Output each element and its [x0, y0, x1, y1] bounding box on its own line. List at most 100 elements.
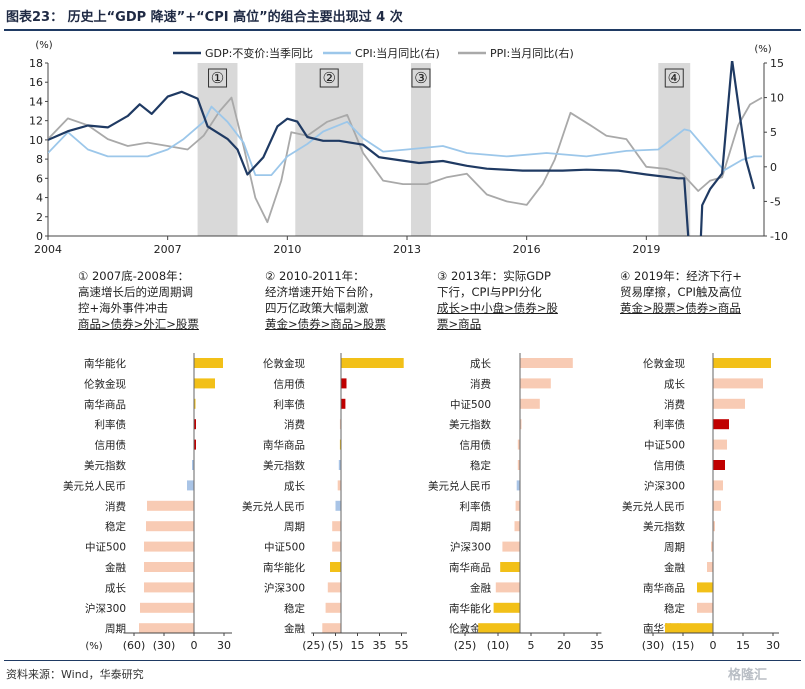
p1-bar	[140, 602, 194, 613]
x-tick-label: 2013	[393, 243, 421, 256]
source-note: 资料来源：Wind，华泰研究	[6, 668, 144, 681]
annotation-3: ③ 2013年：实际GDP 下行，CPI与PPI分化 成长>中小盘>债券>股 票…	[437, 268, 558, 332]
annotation-4-line-2: 贸易摩擦，CPI触及高位	[620, 285, 742, 299]
p4-category-label: 伦敦金现	[643, 357, 685, 370]
p4-bar	[665, 623, 713, 634]
p2-value-tick-label: (5)	[328, 639, 344, 652]
p3-bar	[515, 500, 520, 511]
p1-bar	[139, 623, 194, 634]
p3-bar	[495, 582, 520, 593]
left-tick-label: 4	[36, 192, 43, 205]
x-tick-label: 2010	[273, 243, 301, 256]
period-shade-1	[197, 63, 238, 236]
p2-bar	[332, 521, 341, 532]
p4-category-label: 周期	[664, 542, 685, 554]
period-label-box-1	[208, 68, 228, 88]
p4-category-label: 利率债	[654, 418, 686, 431]
x-tick-label: 2016	[513, 243, 541, 256]
legend-label-2: CPI:当月同比(右)	[355, 46, 440, 60]
period-label-2: ②	[322, 69, 335, 87]
p3-bar	[520, 358, 573, 368]
right-tick-label: 10	[770, 92, 784, 105]
p3-bar	[520, 378, 551, 389]
p3-category-label: 利率债	[460, 500, 492, 513]
p2-category-label: 沪深300	[264, 581, 305, 594]
left-tick-label: 2	[36, 211, 43, 224]
p4-category-label: 成长	[664, 378, 685, 390]
p3-category-label: 南华能化	[449, 602, 491, 615]
p2-bar	[337, 480, 341, 491]
p2-value-tick-label: (25)	[302, 639, 325, 652]
p3-bar	[517, 460, 520, 470]
p1-bar	[194, 419, 196, 430]
cpi-line	[48, 105, 762, 176]
p2-bar	[341, 398, 346, 409]
p1-category-label: 周期	[105, 623, 126, 635]
p3-category-label: 成长	[470, 358, 491, 370]
p1-bar	[147, 500, 194, 511]
ppi-line	[48, 96, 763, 224]
p1-bar	[192, 460, 194, 470]
p3-category-label: 沪深300	[450, 541, 491, 554]
footer-rule	[4, 660, 801, 661]
p1-value-tick-label: 30	[217, 639, 231, 652]
p1-bar	[146, 521, 194, 532]
p1-value-tick-label: (60)	[123, 639, 146, 652]
p4-bar	[713, 419, 729, 430]
p1-category-label: 稳定	[105, 520, 126, 533]
p1-bar	[194, 439, 196, 450]
p3-bar	[517, 439, 520, 450]
p4-bar	[697, 582, 713, 593]
p3-value-tick-label: (10)	[487, 639, 510, 652]
p2-category-label: 伦敦金现	[263, 357, 305, 370]
p3-bar	[478, 623, 520, 634]
period-shade-2	[295, 63, 364, 236]
p4-bar	[713, 358, 771, 368]
p4-category-label: 金融	[664, 561, 685, 574]
p3-category-label: 金融	[470, 581, 491, 594]
p4-category-label: 沪深300	[644, 479, 685, 492]
p4-category-label: 南华商品	[643, 581, 685, 594]
figure-title: 图表23： 历史上“GDP 降速”+“CPI 高位”的组合主要出现过 4 次	[6, 10, 403, 25]
p2-bar	[330, 562, 341, 572]
p3-category-label: 南华商品	[449, 561, 491, 574]
p2-category-label: 美元指数	[263, 459, 305, 472]
p2-category-label: 南华商品	[263, 439, 305, 452]
p3-bar	[516, 480, 520, 491]
p2-category-label: 南华能化	[263, 561, 305, 574]
p2-bar	[335, 500, 341, 511]
annotation-4-ranking: 黄金>股票>债券>商品	[620, 301, 741, 315]
annotation-2-line-2: 经济增速开始下台阶，	[265, 285, 380, 299]
p2-category-label: 美元兑人民币	[242, 500, 305, 513]
p2-value-tick-label: 55	[395, 639, 409, 652]
right-tick-label: 15	[770, 57, 784, 70]
p2-category-label: 金融	[284, 622, 305, 635]
p4-bar	[707, 562, 713, 572]
p2-category-label: 中证500	[264, 541, 305, 554]
p3-value-tick-label: (25)	[454, 639, 477, 652]
x-tick-label: 2004	[34, 243, 62, 256]
p3-value-tick-label: 35	[590, 639, 604, 652]
p3-value-tick-label: 5	[528, 639, 535, 652]
p1-category-label: 沪深300	[85, 602, 126, 615]
p3-bar	[500, 562, 520, 572]
annotation-4: ④ 2019年：经济下行+ 贸易摩擦，CPI触及高位 黄金>股票>债券>商品	[620, 268, 742, 316]
p1-category-label: 美元兑人民币	[63, 479, 126, 492]
p1-value-tick-label: (30)	[153, 639, 176, 652]
p1-bar	[194, 378, 215, 389]
left-tick-label: 0	[36, 230, 43, 243]
annotation-1-line-3: 控+海外事件冲击	[78, 301, 169, 315]
p1-category-label: 利率债	[95, 418, 127, 431]
p1-category-label: 中证500	[85, 541, 126, 554]
p1-category-label: 美元指数	[84, 459, 126, 472]
title-rule	[4, 29, 801, 31]
p4-value-tick-label: (30)	[642, 639, 665, 652]
p3-bar	[520, 398, 540, 409]
period-shade-4	[658, 63, 691, 236]
annotation-3-heading: ③ 2013年：实际GDP	[437, 269, 551, 283]
left-tick-label: 10	[29, 134, 43, 147]
p4-bar	[713, 398, 745, 409]
p2-bar	[325, 602, 341, 613]
p3-category-label: 稳定	[470, 459, 491, 472]
